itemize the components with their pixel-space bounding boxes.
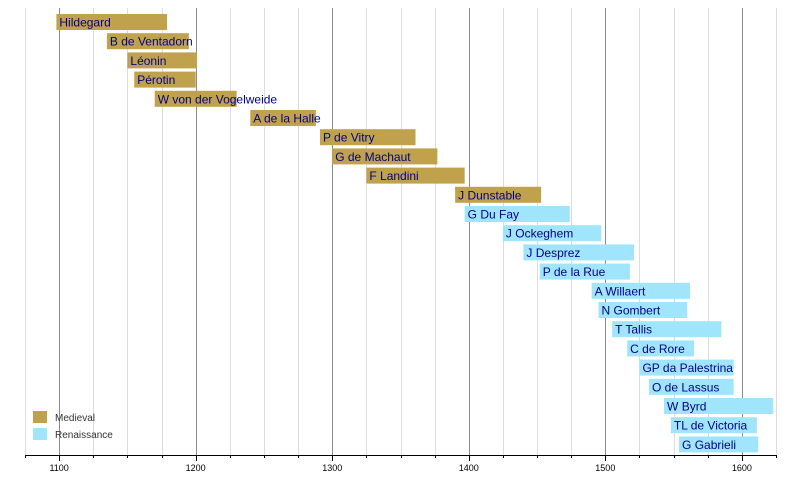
bar-w-byrd bbox=[664, 398, 774, 414]
bar-t-tallis bbox=[612, 321, 722, 338]
bar-label: P de Vitry bbox=[323, 131, 375, 145]
bar-g-gabrieli bbox=[679, 436, 759, 453]
bar-hildegard bbox=[56, 14, 168, 30]
bar-p-de-la-rue bbox=[539, 263, 630, 280]
bar-label: F Landini bbox=[369, 169, 418, 183]
bar-b-de-ventadorn bbox=[106, 33, 189, 50]
bar-label: O de Lassus bbox=[652, 380, 719, 394]
bar-tl-de-victoria bbox=[670, 417, 757, 434]
bar-gp-da-palestrina bbox=[639, 359, 734, 376]
x-tick-label: 1600 bbox=[732, 463, 752, 473]
bar-label: Léonin bbox=[130, 54, 166, 68]
bar-label: J Ockeghem bbox=[506, 227, 573, 241]
x-tick-label: 1200 bbox=[186, 463, 206, 473]
bar-c-de-rore bbox=[627, 340, 695, 357]
bar-label: W von der Vogelweide bbox=[158, 92, 278, 106]
x-tick-label: 1400 bbox=[459, 463, 479, 473]
bar-label: Pérotin bbox=[137, 73, 175, 87]
bar-o-de-lassus bbox=[649, 378, 734, 395]
bar-label: G Gabrieli bbox=[682, 438, 736, 452]
bar-p-rotin bbox=[134, 71, 196, 88]
legend-swatch bbox=[33, 428, 47, 440]
bar-a-willaert bbox=[591, 282, 690, 299]
bar-label: J Dunstable bbox=[458, 188, 522, 202]
legend-label: Medieval bbox=[55, 413, 95, 424]
bar-label: A de la Halle bbox=[253, 112, 321, 126]
bar-label: P de la Rue bbox=[543, 265, 606, 279]
bar-j-ockeghem bbox=[502, 225, 602, 242]
legend-swatch bbox=[33, 411, 47, 423]
x-axis: 1100 1200 1300 1400 1500 1600 bbox=[25, 455, 777, 473]
bar-j-desprez bbox=[523, 244, 634, 261]
bar-f-landini bbox=[366, 167, 465, 184]
bar-label: A Willaert bbox=[595, 284, 646, 298]
bar-label: G Du Fay bbox=[468, 208, 519, 222]
bar-label: GP da Palestrina bbox=[642, 361, 733, 375]
x-tick-label: 1300 bbox=[322, 463, 342, 473]
bar-n-gombert bbox=[598, 302, 688, 318]
bar-a-de-la-halle bbox=[250, 110, 316, 126]
bar-label: T Tallis bbox=[615, 323, 652, 337]
x-tick-label: 1500 bbox=[595, 463, 615, 473]
bar-label: G de Machaut bbox=[335, 150, 411, 164]
bar-label: Hildegard bbox=[59, 16, 110, 30]
bar-label: J Desprez bbox=[526, 246, 580, 260]
bar-label: W Byrd bbox=[667, 400, 706, 414]
bar-w-von-der-vogelweide bbox=[154, 90, 237, 107]
bar-label: N Gombert bbox=[601, 304, 660, 318]
bar-label: C de Rore bbox=[630, 342, 685, 356]
bar-g-de-machaut bbox=[332, 148, 438, 165]
bar-l-onin bbox=[127, 52, 198, 69]
bar-label: TL de Victoria bbox=[674, 419, 748, 433]
bar-j-dunstable bbox=[455, 186, 542, 203]
legend-label: Renaissance bbox=[55, 430, 113, 441]
bar-label: B de Ventadorn bbox=[110, 35, 193, 49]
x-tick-label: 1100 bbox=[49, 463, 68, 473]
bar-p-de-vitry bbox=[319, 129, 416, 146]
legend: Medieval Renaissance bbox=[33, 411, 113, 441]
bar-g-du-fay bbox=[464, 206, 570, 222]
